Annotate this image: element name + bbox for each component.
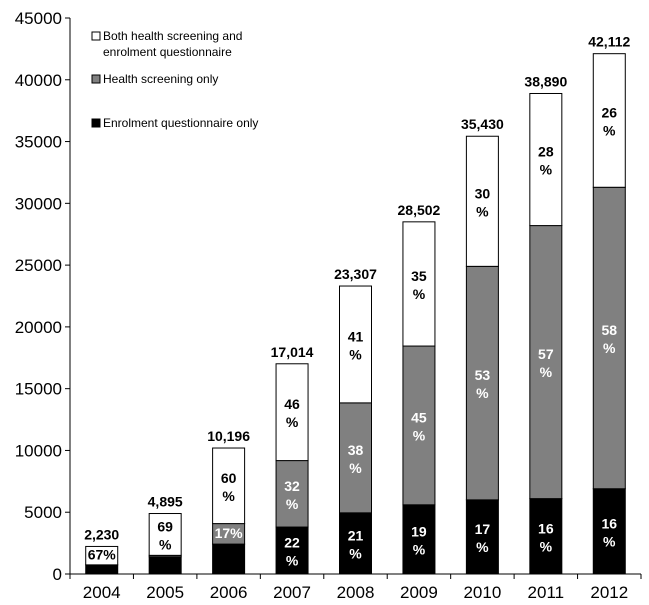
bar-segment <box>592 186 626 490</box>
segment-percent-label: 38% <box>348 442 364 476</box>
bar-segment <box>592 488 626 575</box>
segment-percent-label: 35% <box>411 268 427 302</box>
bar-segment <box>339 402 372 514</box>
bar-segment <box>465 499 499 575</box>
bar-segment <box>529 225 563 500</box>
segment-percent-label: 17% <box>475 521 491 555</box>
bars-group <box>85 53 626 575</box>
x-tick-label: 2004 <box>83 583 121 602</box>
segment-percent-label: 28% <box>538 144 554 178</box>
y-tick-label: 40000 <box>15 71 62 90</box>
bar-segment <box>402 221 436 347</box>
legend: Both health screening and enrolment quest… <box>91 29 258 130</box>
x-tick-label: 2012 <box>590 583 628 602</box>
segment-percent-label: 46% <box>284 396 300 430</box>
bar-segment <box>85 564 119 575</box>
segment-percent-label: 30% <box>475 185 491 219</box>
segment-percent-label: 17% <box>215 525 244 541</box>
total-label: 17,014 <box>271 344 314 360</box>
labels-group: 67% 2,230 69 % 4,895 17% 60 % 10,196 22 % 32 % 46 % 17,… <box>84 34 630 569</box>
bar-segment <box>465 135 499 267</box>
x-tick-label: 2007 <box>273 583 311 602</box>
segment-percent-label: 67% <box>88 547 117 563</box>
segment-percent-label: 26% <box>601 104 617 138</box>
segment-percent-label: 60% <box>221 470 237 504</box>
y-tick-label: 15000 <box>15 380 62 399</box>
bar-segment <box>275 460 309 528</box>
total-label: 35,430 <box>461 116 504 132</box>
segment-percent-label: 32% <box>284 478 300 512</box>
total-label: 4,895 <box>148 494 183 510</box>
total-label: 42,112 <box>588 34 630 50</box>
bar-segment <box>465 265 499 501</box>
legend-label: Both health screening and <box>103 29 242 43</box>
x-axis: 2004 2005 2006 2007 2008 2009 2010 2011 2012 <box>69 573 642 602</box>
x-tick-label: 2005 <box>146 583 184 602</box>
legend-swatch <box>91 31 101 41</box>
segment-percent-label: 58% <box>601 322 617 356</box>
y-tick-label: 30000 <box>15 194 62 213</box>
legend-label: enrolment questionnaire <box>103 45 232 59</box>
x-tick-label: 2006 <box>210 583 248 602</box>
bar-segment <box>592 53 626 188</box>
bar-segment <box>402 345 436 506</box>
bar-segment <box>212 447 246 525</box>
x-tick-label: 2009 <box>400 583 438 602</box>
y-tick-label: 20000 <box>15 318 62 337</box>
total-label: 2,230 <box>84 526 119 542</box>
segment-percent-label: 57% <box>538 346 554 380</box>
bar-segment <box>275 526 309 575</box>
y-tick-label: 25000 <box>15 256 62 275</box>
bar-segment <box>148 556 182 575</box>
bar-segment <box>275 363 309 462</box>
x-tick-label: 2010 <box>463 583 501 602</box>
bar-segment <box>529 92 563 227</box>
segment-percent-label: 45% <box>411 409 427 443</box>
bar-segment <box>212 543 246 575</box>
bar-segment <box>85 545 119 566</box>
y-tick-label: 5000 <box>24 503 62 522</box>
legend-swatch <box>91 74 101 84</box>
y-tick-label: 0 <box>53 565 62 584</box>
segment-percent-label: 21% <box>348 527 364 561</box>
y-tick-label: 45000 <box>15 9 62 28</box>
segment-percent-label: 41% <box>348 328 364 362</box>
legend-swatch <box>91 118 101 128</box>
segment-percent-label: 16% <box>601 515 617 549</box>
x-tick-label: 2011 <box>528 583 565 602</box>
segment-percent-label: 69% <box>157 518 173 552</box>
segment-percent-label: 53% <box>475 367 491 401</box>
legend-label: Enrolment questionnaire only <box>103 116 258 130</box>
bar-segment <box>339 285 372 404</box>
bar-segment <box>148 513 182 556</box>
x-tick-label: 2008 <box>337 583 375 602</box>
total-label: 28,502 <box>398 202 441 218</box>
y-tick-label: 35000 <box>15 133 62 152</box>
segment-percent-label: 22% <box>284 535 300 569</box>
legend-label: Health screening only <box>103 72 218 86</box>
y-axis: 0 5000 10000 15000 20000 25000 30000 35000 40000… <box>15 9 71 584</box>
total-label: 23,307 <box>334 266 377 282</box>
bar-segment <box>402 504 436 575</box>
segment-percent-label: 19% <box>411 523 427 557</box>
total-label: 10,196 <box>207 428 250 444</box>
segment-percent-label: 16% <box>538 520 554 554</box>
total-label: 38,890 <box>524 73 567 89</box>
y-tick-label: 10000 <box>15 441 62 460</box>
